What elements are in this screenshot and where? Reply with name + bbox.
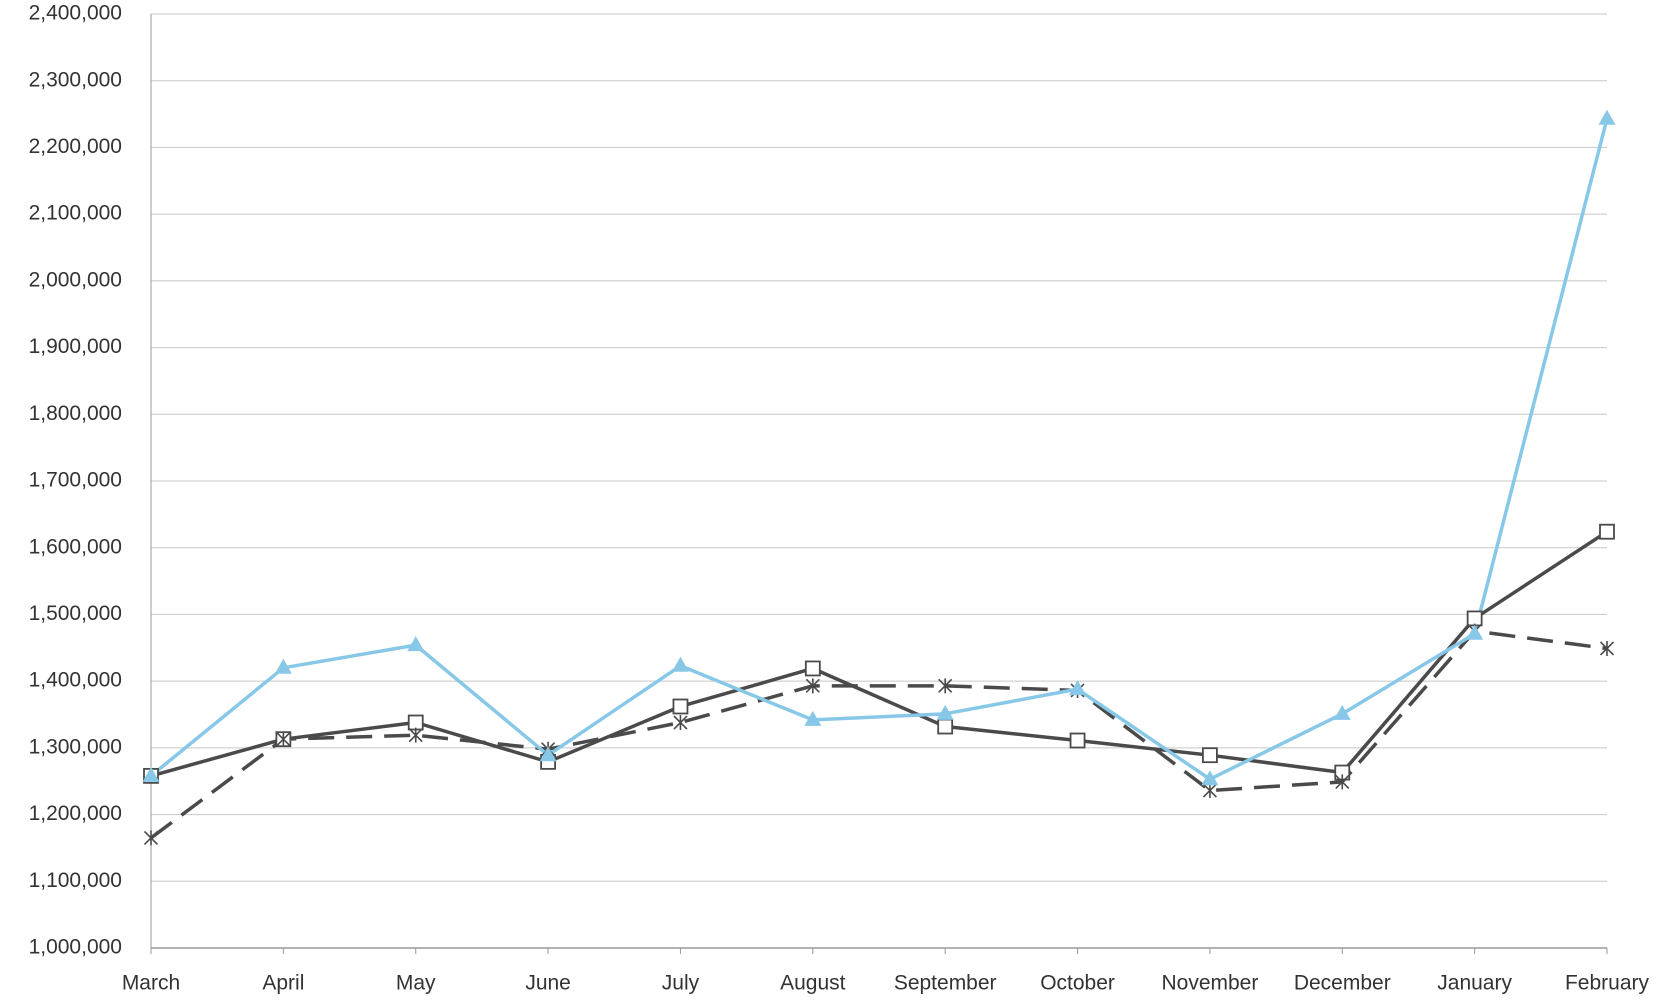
marker	[1466, 624, 1484, 640]
y-tick-label: 1,800,000	[29, 402, 122, 425]
marker	[804, 710, 822, 726]
x-tick-label: July	[662, 972, 700, 995]
x-tick-label: April	[262, 972, 304, 995]
x-tick-label: January	[1437, 972, 1512, 995]
y-tick-label: 1,100,000	[29, 869, 122, 892]
marker	[1599, 640, 1615, 656]
x-tick-label: March	[122, 972, 180, 995]
y-tick-label: 1,900,000	[29, 335, 122, 358]
marker	[1335, 774, 1350, 790]
y-tick-label: 1,300,000	[29, 735, 122, 758]
y-tick-label: 1,400,000	[29, 669, 122, 692]
y-tick-label: 2,100,000	[29, 202, 122, 225]
marker	[1599, 523, 1615, 540]
x-tick-label: February	[1565, 972, 1650, 995]
marker	[673, 715, 688, 731]
marker	[1466, 610, 1483, 627]
y-tick-label: 1,500,000	[29, 602, 122, 625]
y-tick-label: 2,300,000	[29, 68, 122, 91]
marker	[274, 658, 292, 674]
marker	[1333, 704, 1351, 720]
series-line	[149, 118, 1609, 781]
marker	[408, 727, 423, 743]
x-tick-label: November	[1161, 972, 1258, 995]
x-tick-label: September	[894, 972, 997, 995]
x-tick-label: October	[1040, 972, 1115, 995]
marker	[804, 660, 821, 677]
marker	[936, 704, 954, 720]
marker	[142, 766, 160, 782]
marker	[539, 746, 557, 762]
x-tick-label: August	[780, 972, 846, 995]
series-line	[149, 629, 1608, 840]
marker	[1598, 109, 1616, 125]
marker	[1202, 783, 1217, 799]
marker	[276, 731, 291, 747]
marker	[938, 678, 953, 694]
marker	[1201, 770, 1219, 786]
marker	[1069, 680, 1087, 696]
y-tick-label: 2,400,000	[29, 2, 122, 25]
marker	[1202, 747, 1218, 764]
y-tick-label: 1,600,000	[29, 535, 122, 558]
marker	[672, 698, 689, 715]
series-line	[150, 530, 1608, 778]
marker	[407, 636, 425, 652]
marker	[805, 678, 820, 694]
marker	[671, 656, 689, 672]
y-tick-label: 1,200,000	[29, 802, 122, 825]
y-tick-label: 2,000,000	[29, 268, 122, 291]
y-tick-label: 2,200,000	[29, 135, 122, 158]
marker	[1069, 732, 1086, 749]
y-tick-label: 1,000,000	[29, 936, 122, 959]
marker	[143, 830, 159, 846]
y-tick-label: 1,700,000	[29, 469, 122, 492]
x-tick-label: December	[1294, 972, 1391, 995]
x-tick-label: June	[525, 972, 571, 995]
marker	[937, 718, 954, 735]
x-tick-label: May	[396, 972, 436, 995]
marker	[407, 714, 424, 731]
